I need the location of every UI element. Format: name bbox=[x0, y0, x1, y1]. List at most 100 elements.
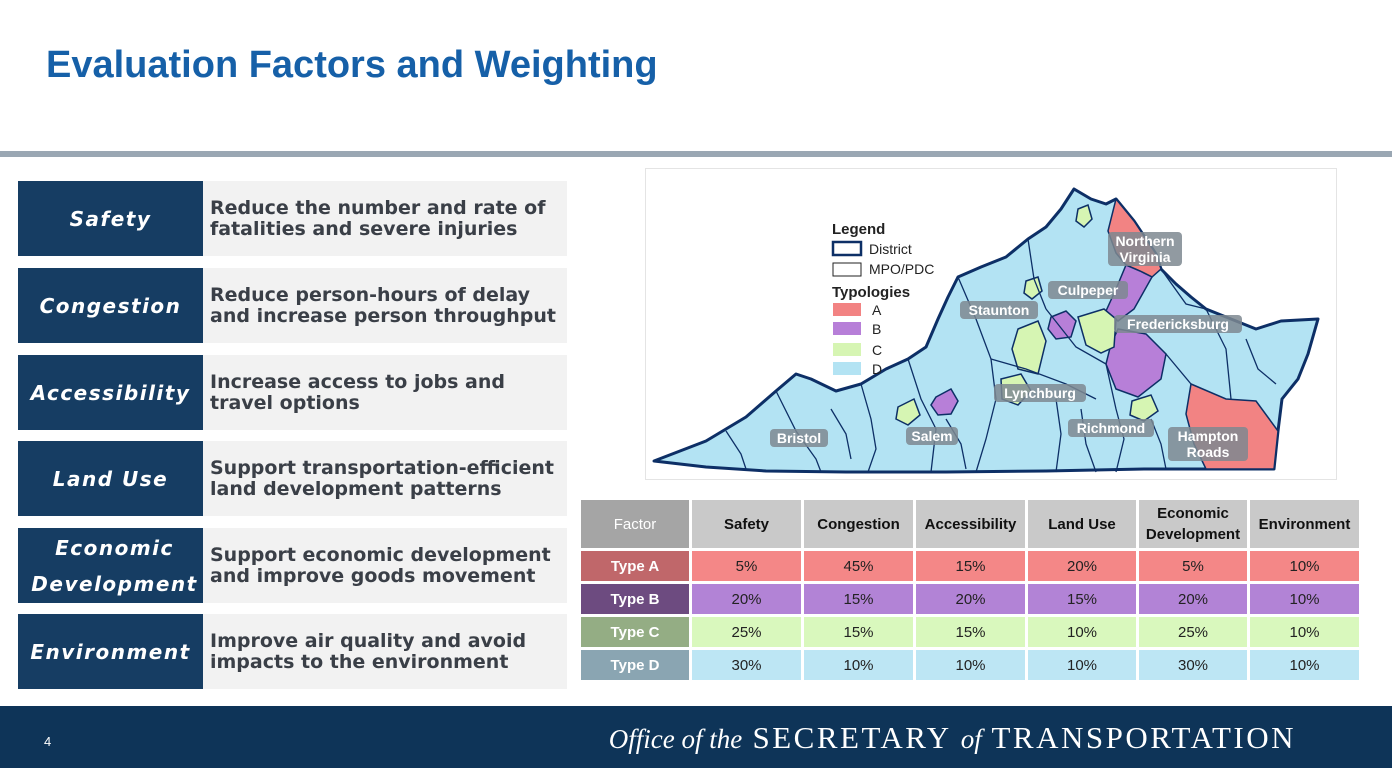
legend-swatch-b bbox=[833, 322, 861, 335]
footer-brand-of: of bbox=[960, 724, 982, 754]
weight-cell: 10% bbox=[1250, 617, 1359, 647]
weights-table: Factor Safety Congestion Accessibility L… bbox=[578, 497, 1362, 683]
page-title: Evaluation Factors and Weighting bbox=[46, 44, 658, 86]
legend-swatch-c bbox=[833, 343, 861, 356]
factor-name: Economic Development bbox=[18, 528, 211, 603]
region-label-lynchburg: Lynchburg bbox=[1004, 385, 1076, 401]
region-label-salem: Salem bbox=[911, 428, 952, 444]
legend-mpo-swatch bbox=[832, 262, 862, 277]
table-row: Type B 20% 15% 20% 15% 20% 10% bbox=[581, 584, 1359, 614]
legend-mpo-label: MPO/PDC bbox=[869, 261, 934, 277]
row-type-label: Type A bbox=[581, 551, 689, 581]
map-region-winchester-c bbox=[1075, 203, 1093, 228]
legend-swatch-a bbox=[833, 303, 861, 316]
factor-name: Environment bbox=[18, 614, 203, 689]
map-region-richmond-c bbox=[1129, 394, 1159, 422]
footer-brand-office: Office of the bbox=[608, 724, 743, 754]
map-region-culpeper-c bbox=[1077, 308, 1117, 354]
weight-cell: 5% bbox=[692, 551, 801, 581]
legend-title: Legend bbox=[832, 221, 885, 238]
table-header-cell: Factor bbox=[581, 500, 689, 548]
weight-cell: 15% bbox=[1028, 584, 1136, 614]
map-region-culpeper-b bbox=[1047, 310, 1077, 340]
weight-cell: 15% bbox=[916, 551, 1025, 581]
factor-description: Improve air quality and avoid impacts to… bbox=[203, 614, 567, 689]
weight-cell: 10% bbox=[804, 650, 913, 680]
legend-district-swatch bbox=[831, 240, 863, 257]
weight-cell: 10% bbox=[1250, 584, 1359, 614]
map-region-labels: Northern Virginia Culpeper Staunton Fred… bbox=[770, 232, 1248, 461]
map-region-richmond-b bbox=[1105, 328, 1167, 398]
row-type-label: Type C bbox=[581, 617, 689, 647]
footer-bar: 4 Office of the SECRETARY of TRANSPORTAT… bbox=[0, 706, 1392, 768]
legend-swatch-d bbox=[833, 362, 861, 375]
factor-row-safety: Safety Reduce the number and rate of fat… bbox=[18, 181, 567, 256]
factor-description: Reduce person-hours of delay and increas… bbox=[203, 268, 567, 343]
factor-row-economic-development: Economic Development Support economic de… bbox=[18, 528, 567, 603]
weight-cell: 5% bbox=[1139, 551, 1247, 581]
weight-cell: 10% bbox=[1250, 650, 1359, 680]
footer-brand-secretary: SECRETARY bbox=[752, 720, 951, 755]
region-label-roads: Roads bbox=[1187, 444, 1230, 460]
factor-description: Support economic development and improve… bbox=[203, 528, 567, 603]
weight-cell: 15% bbox=[916, 617, 1025, 647]
footer-brand-transportation: TRANSPORTATION bbox=[991, 720, 1296, 755]
weight-cell: 10% bbox=[1028, 617, 1136, 647]
weight-cell: 25% bbox=[692, 617, 801, 647]
weight-cell: 20% bbox=[1028, 551, 1136, 581]
region-label-virginia: Virginia bbox=[1119, 249, 1170, 265]
table-header-cell: Environment bbox=[1250, 500, 1359, 548]
table-header-cell: Safety bbox=[692, 500, 801, 548]
legend-typologies-title: Typologies bbox=[832, 284, 910, 301]
factor-name: Land Use bbox=[18, 441, 203, 516]
weight-cell: 30% bbox=[1139, 650, 1247, 680]
weight-cell: 45% bbox=[804, 551, 913, 581]
factor-description: Support transportation-efficient land de… bbox=[203, 441, 567, 516]
weight-cell: 10% bbox=[916, 650, 1025, 680]
map-region-harrisonburg-c bbox=[1023, 276, 1043, 300]
factor-row-accessibility: Accessibility Increase access to jobs an… bbox=[18, 355, 567, 430]
factor-description: Reduce the number and rate of fatalities… bbox=[203, 181, 567, 256]
factor-description: Increase access to jobs and travel optio… bbox=[203, 355, 567, 430]
weight-cell: 25% bbox=[1139, 617, 1247, 647]
legend-label-a: A bbox=[872, 302, 882, 318]
row-type-label: Type B bbox=[581, 584, 689, 614]
table-row: Type D 30% 10% 10% 10% 30% 10% bbox=[581, 650, 1359, 680]
weight-cell: 15% bbox=[804, 617, 913, 647]
legend-label-d: D bbox=[872, 361, 882, 377]
table-row: Type A 5% 45% 15% 20% 5% 10% bbox=[581, 551, 1359, 581]
region-label-hampton: Hampton bbox=[1178, 428, 1239, 444]
row-type-label: Type D bbox=[581, 650, 689, 680]
legend-label-c: C bbox=[872, 342, 882, 358]
table-header-cell: Congestion bbox=[804, 500, 913, 548]
map-svg: Legend District MPO/PDC Typologies A B C… bbox=[652, 187, 1320, 474]
factor-row-environment: Environment Improve air quality and avoi… bbox=[18, 614, 567, 689]
weight-cell: 20% bbox=[692, 584, 801, 614]
factor-name: Safety bbox=[18, 181, 203, 256]
map-region-salem-b bbox=[930, 387, 959, 416]
weight-cell: 20% bbox=[916, 584, 1025, 614]
region-label-culpeper: Culpeper bbox=[1058, 282, 1119, 298]
factor-name: Accessibility bbox=[18, 355, 203, 430]
table-row: Type C 25% 15% 15% 10% 25% 10% bbox=[581, 617, 1359, 647]
virginia-typology-map: Legend District MPO/PDC Typologies A B C… bbox=[645, 168, 1337, 480]
region-label-fredericksburg: Fredericksburg bbox=[1127, 316, 1229, 332]
factor-row-congestion: Congestion Reduce person-hours of delay … bbox=[18, 268, 567, 343]
map-legend: Legend District MPO/PDC Typologies A B C… bbox=[831, 221, 934, 377]
table-header-cell: Economic Development bbox=[1139, 500, 1247, 548]
table-header-row: Factor Safety Congestion Accessibility L… bbox=[581, 500, 1359, 548]
footer-brand: Office of the SECRETARY of TRANSPORTATIO… bbox=[609, 720, 1296, 756]
factor-row-land-use: Land Use Support transportation-efficien… bbox=[18, 441, 567, 516]
map-region-salem-c bbox=[895, 397, 921, 426]
region-label-staunton: Staunton bbox=[969, 302, 1030, 318]
weight-cell: 20% bbox=[1139, 584, 1247, 614]
legend-district-label: District bbox=[869, 241, 912, 257]
weight-cell: 10% bbox=[1028, 650, 1136, 680]
region-label-northern: Northern bbox=[1115, 233, 1174, 249]
title-divider bbox=[0, 151, 1392, 157]
page-number: 4 bbox=[44, 734, 52, 749]
region-label-richmond: Richmond bbox=[1077, 420, 1145, 436]
region-label-bristol: Bristol bbox=[777, 430, 821, 446]
table-header-cell: Land Use bbox=[1028, 500, 1136, 548]
legend-label-b: B bbox=[872, 321, 881, 337]
